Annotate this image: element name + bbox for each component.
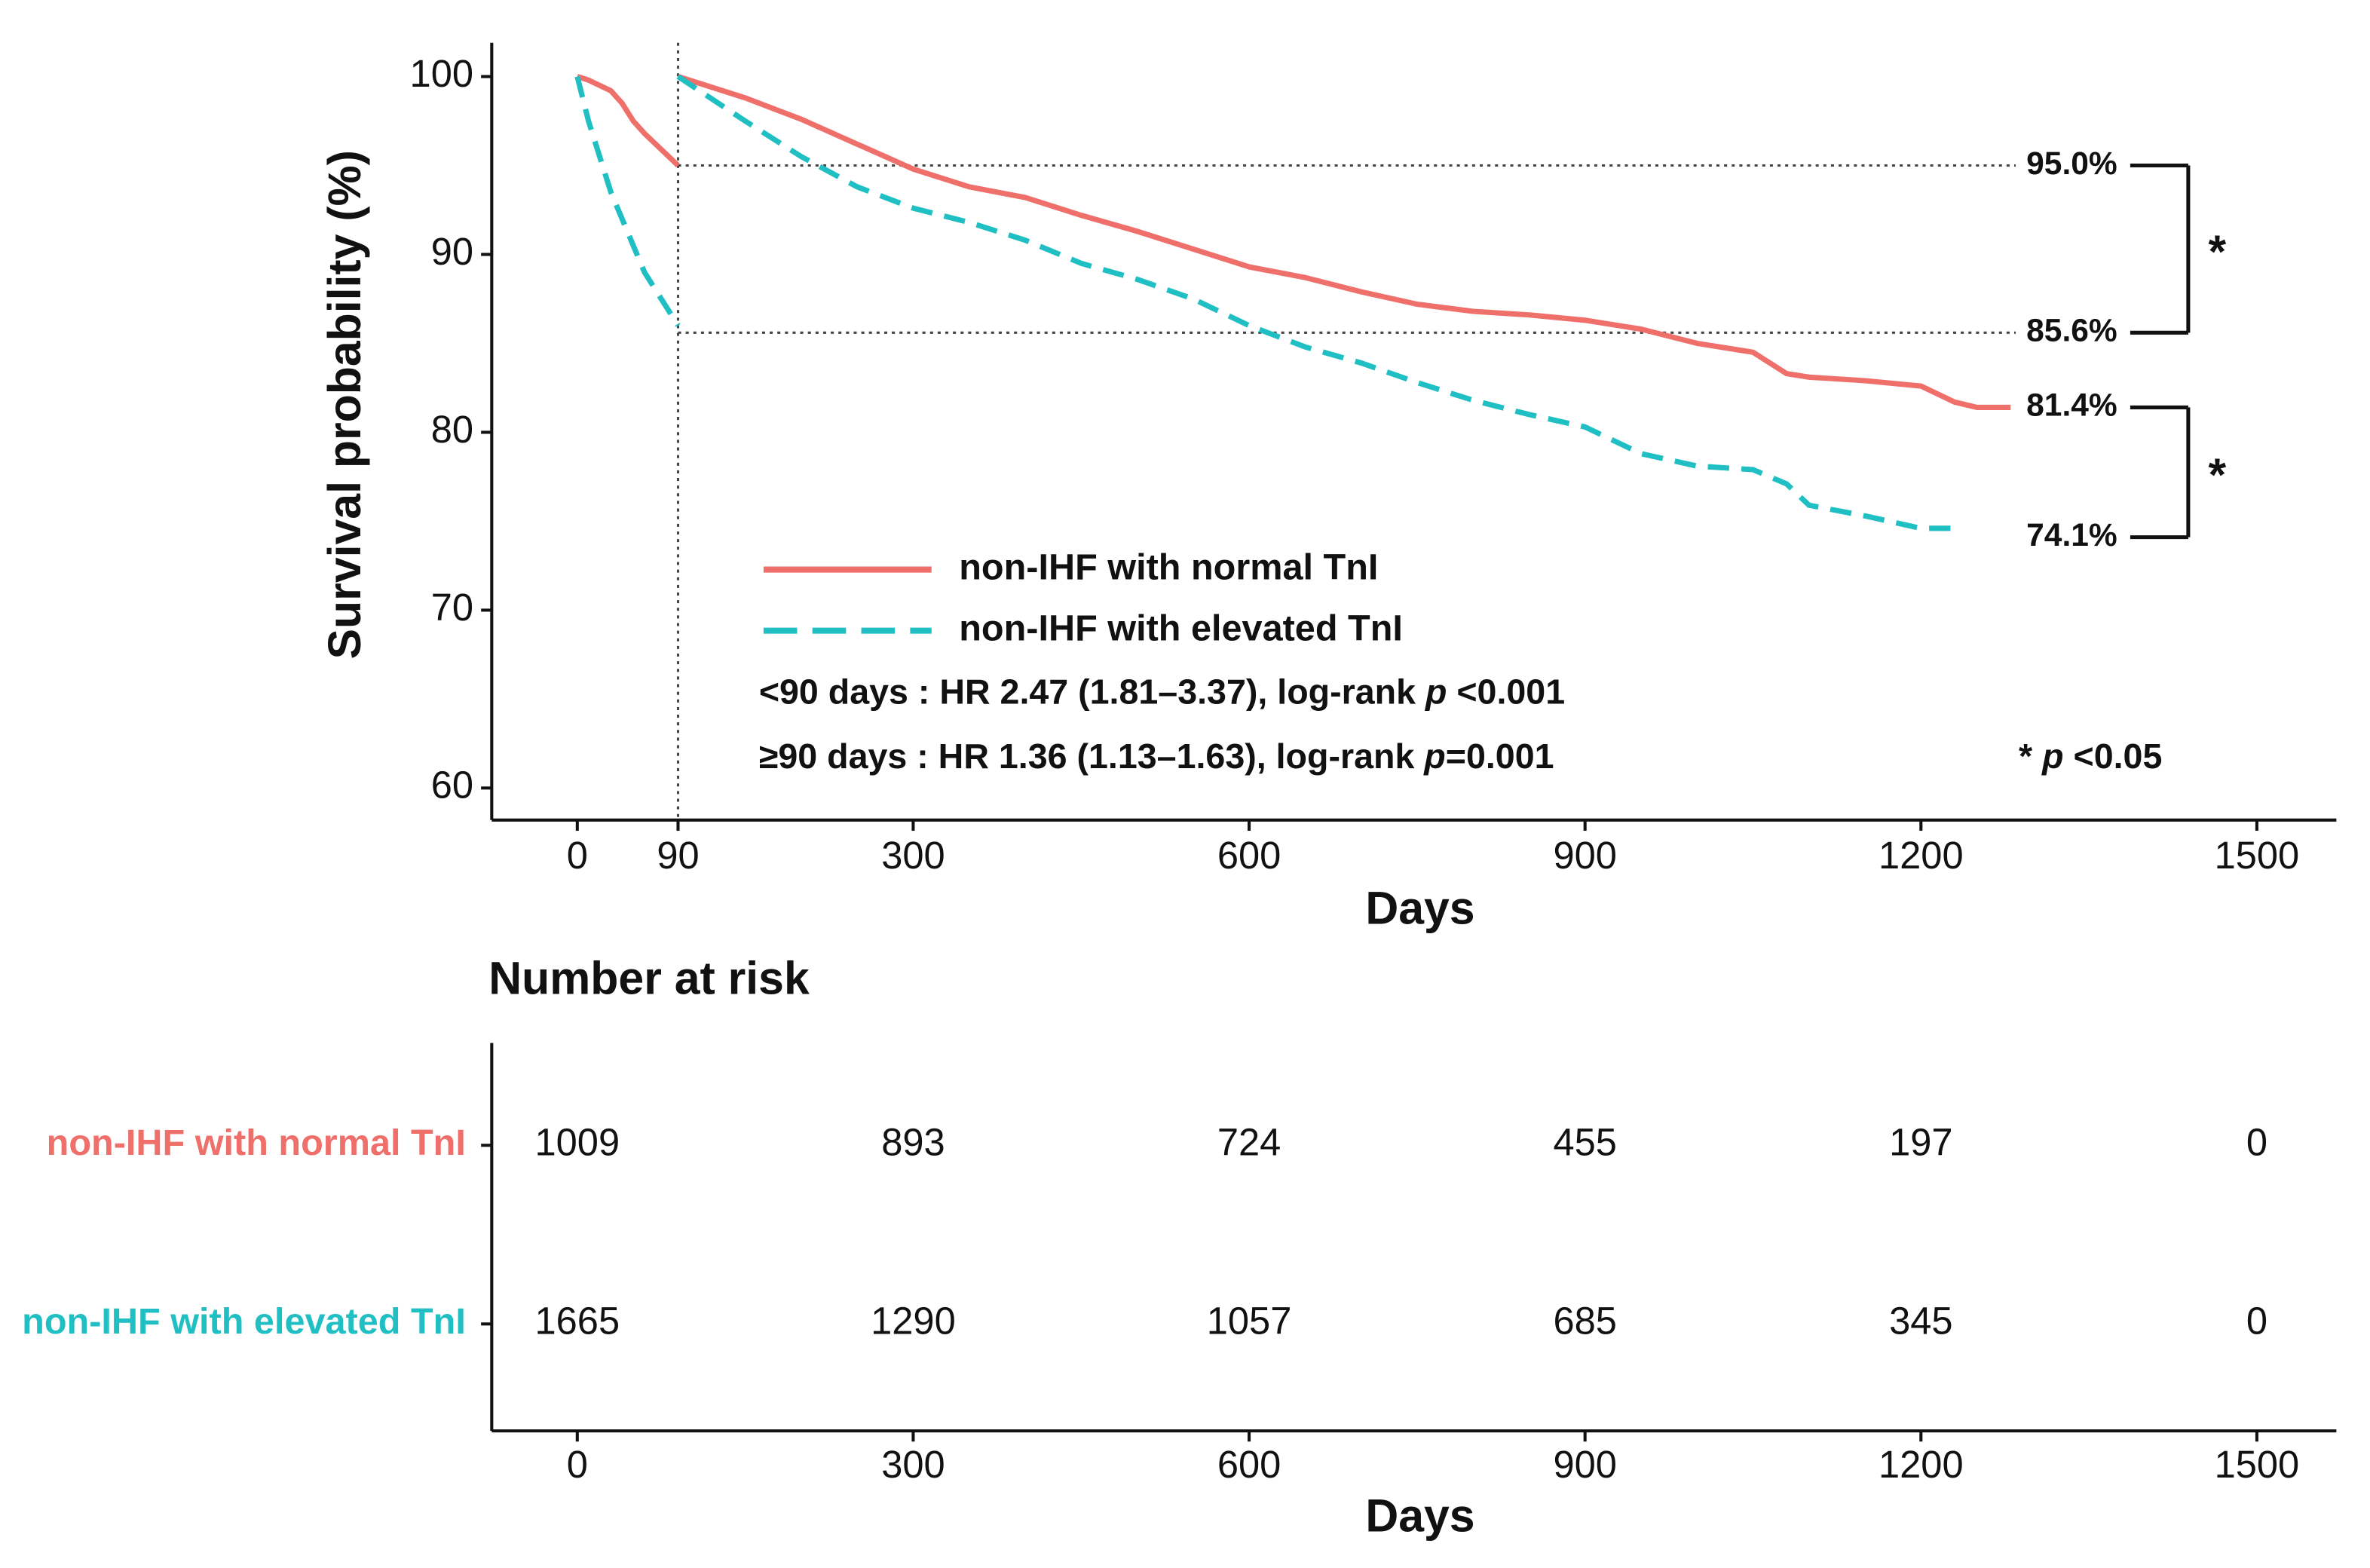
annotation: <90 days : HR 2.47 (1.81–3.37), log-rank…	[759, 672, 1565, 712]
annotation-part: <0.001	[1447, 672, 1565, 712]
y-axis-title: Survival probability (%)	[319, 150, 370, 659]
risk-count: 685	[1553, 1300, 1616, 1343]
footnote: * p <0.05	[2019, 737, 2162, 776]
risk-count: 1057	[1207, 1300, 1292, 1343]
y-tick-label: 60	[431, 764, 473, 807]
row-label: non-IHF with elevated TnI	[22, 1301, 466, 1342]
x-tick-label: 1500	[2215, 1443, 2300, 1486]
legend-label: non-IHF with elevated TnI	[959, 608, 1403, 648]
annotation-part: p	[1424, 672, 1447, 712]
annotation-part: p	[1422, 737, 1445, 776]
annotation-part: =0.001	[1446, 737, 1554, 776]
x-tick-label: 600	[1217, 834, 1281, 877]
survival-curve	[576, 74, 2011, 410]
row-label: non-IHF with normal TnI	[47, 1122, 466, 1163]
x-tick-label: 90	[657, 834, 699, 877]
end-label: 81.4%	[2026, 387, 2117, 424]
x-tick-label: 0	[567, 1443, 588, 1486]
x-tick-label: 1200	[1879, 834, 1964, 877]
x-tick-label: 1500	[2215, 834, 2300, 877]
annotation-part: <90 days : HR 2.47 (1.81–3.37), log-rank	[759, 672, 1425, 712]
x-tick-label: 900	[1553, 834, 1616, 877]
risk-count: 724	[1217, 1121, 1281, 1164]
risk-count: 197	[1889, 1121, 1952, 1164]
annotation-part: ≥90 days : HR 1.36 (1.13–1.63), log-rank	[759, 737, 1424, 776]
risk-count: 345	[1889, 1300, 1952, 1343]
x-tick-label: 600	[1217, 1443, 1281, 1486]
y-tick-label: 90	[431, 230, 473, 273]
risk-count: 1009	[534, 1121, 620, 1164]
risk-count: 893	[881, 1121, 945, 1164]
footnote-part: p	[2041, 737, 2063, 776]
x-tick-label: 900	[1553, 1443, 1616, 1486]
x-axis-title: Days	[1365, 882, 1474, 933]
legend-label: non-IHF with normal TnI	[959, 547, 1378, 587]
y-tick-label: 100	[410, 52, 473, 95]
x-tick-label: 0	[567, 834, 588, 877]
significance-mark: *	[2209, 449, 2227, 501]
survival-curve	[574, 74, 1955, 531]
y-tick-label: 80	[431, 408, 473, 451]
risk-table-title: Number at risk	[488, 953, 810, 1004]
risk-count: 1290	[871, 1300, 956, 1343]
end-label: 74.1%	[2026, 517, 2117, 553]
end-label: 85.6%	[2026, 313, 2117, 349]
risk-count: 0	[2246, 1121, 2267, 1164]
footnote-part: *	[2019, 737, 2042, 776]
x-tick-label: 300	[881, 834, 945, 877]
annotation: ≥90 days : HR 1.36 (1.13–1.63), log-rank…	[759, 737, 1554, 776]
x-axis-title: Days	[1365, 1490, 1474, 1542]
footnote-part: <0.05	[2064, 737, 2163, 776]
x-tick-label: 300	[881, 1443, 945, 1486]
significance-mark: *	[2209, 226, 2227, 277]
y-tick-label: 70	[431, 586, 473, 629]
end-label: 95.0%	[2026, 145, 2117, 182]
risk-count: 1665	[534, 1300, 620, 1343]
risk-count: 0	[2246, 1300, 2267, 1343]
x-tick-label: 1200	[1879, 1443, 1964, 1486]
risk-count: 455	[1553, 1121, 1616, 1164]
